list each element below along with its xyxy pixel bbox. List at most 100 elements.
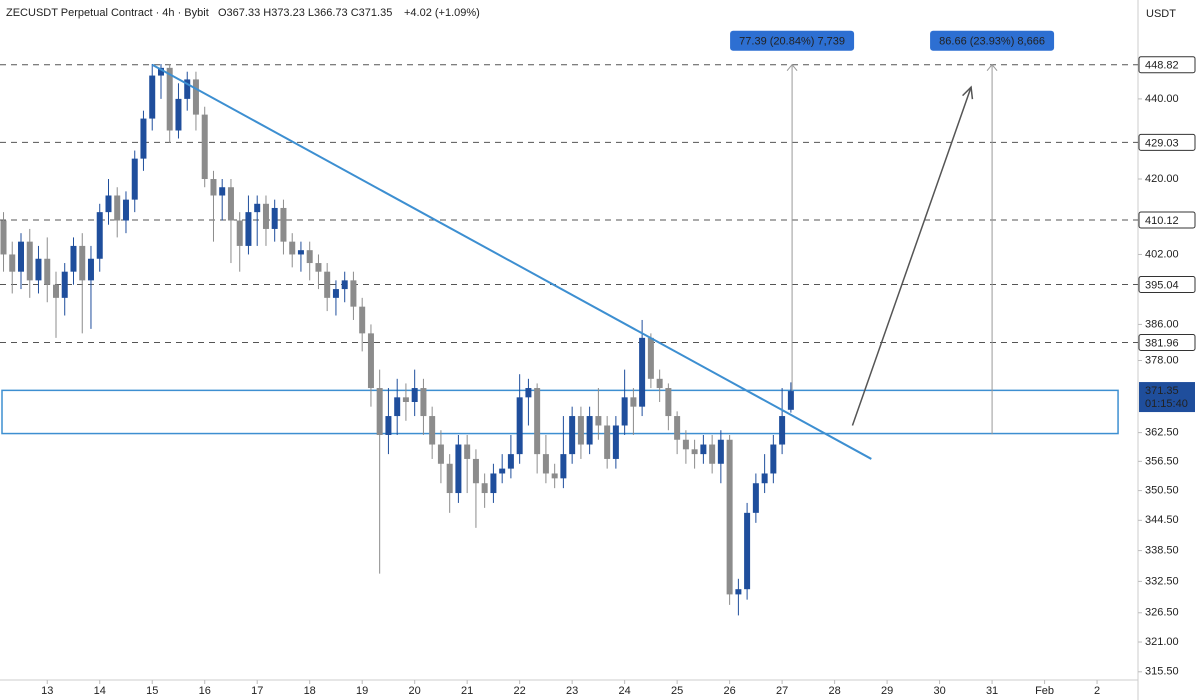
candle-body: [201, 114, 208, 180]
y-tick-label: 440.00: [1145, 93, 1179, 105]
candle-body: [166, 67, 173, 131]
candle-body: [647, 337, 654, 379]
candle-body: [122, 199, 129, 221]
candle-body: [551, 473, 558, 479]
candle-body: [534, 388, 541, 455]
measure-label-box: [730, 30, 855, 51]
level-label: 429.03: [1145, 137, 1179, 149]
y-tick-label: 321.00: [1145, 636, 1179, 648]
candle-body: [210, 179, 217, 196]
candle-body: [245, 212, 252, 246]
price-label-box: [1139, 382, 1195, 413]
candle-body: [262, 203, 269, 229]
x-tick-label: 14: [94, 685, 106, 697]
candle-body: [271, 207, 278, 229]
candle-body: [499, 468, 506, 474]
candle-body: [105, 195, 112, 213]
level-label: 395.04: [1145, 279, 1179, 291]
x-tick-label: 28: [828, 685, 840, 697]
arrow-head: [962, 85, 974, 100]
y-tick-label: 402.00: [1145, 248, 1179, 260]
x-tick-label: 20: [409, 685, 421, 697]
candle-body: [402, 397, 409, 402]
candle-body: [709, 444, 716, 464]
candle-body: [717, 439, 724, 464]
x-tick-label: 27: [776, 685, 788, 697]
candle-body: [385, 416, 392, 435]
candle-body: [586, 416, 593, 445]
axis-unit: USDT: [1146, 8, 1176, 20]
candle-body: [26, 241, 33, 281]
candle-body: [726, 439, 733, 595]
candle-body: [411, 388, 418, 402]
candle-body: [420, 388, 427, 417]
candle-body: [516, 397, 523, 455]
candle-body: [481, 483, 488, 494]
candle-body: [131, 158, 138, 200]
measure-head: [986, 63, 998, 72]
x-tick-label: 22: [514, 685, 526, 697]
x-tick-label: 17: [251, 685, 263, 697]
candle-body: [569, 416, 576, 455]
candle-body: [700, 444, 707, 455]
candle-body: [44, 258, 51, 285]
level-label-box: [1138, 56, 1196, 74]
candle-body: [674, 416, 681, 440]
x-tick-label: 31: [986, 685, 998, 697]
x-tick-label: 2: [1094, 685, 1100, 697]
candle-body: [149, 75, 156, 119]
candle-body: [87, 258, 94, 281]
candle-body: [315, 263, 322, 272]
countdown: 01:15:40: [1145, 398, 1188, 410]
level-label: 410.12: [1145, 215, 1179, 227]
candle-body: [114, 195, 121, 221]
y-tick-label: 350.50: [1145, 484, 1179, 496]
candle-body: [490, 473, 497, 494]
y-tick-label: 338.50: [1145, 544, 1179, 556]
candle-body: [735, 589, 742, 595]
candle-body: [376, 388, 383, 435]
candle-body: [236, 220, 243, 246]
candle-body: [464, 444, 471, 459]
candle-body: [744, 512, 751, 590]
candle-body: [350, 280, 357, 307]
candle-body: [192, 79, 199, 115]
level-label: 448.82: [1145, 60, 1179, 72]
candle-body: [630, 397, 637, 407]
candle-body: [219, 187, 226, 196]
candle-body: [280, 207, 287, 242]
x-tick-label: 26: [723, 685, 735, 697]
measure-label-box: [930, 30, 1055, 51]
candle-body: [621, 397, 628, 426]
candle-body: [61, 271, 68, 298]
x-tick-label: 21: [461, 685, 473, 697]
y-tick-label: 378.00: [1145, 354, 1179, 366]
symbol: ZECUSDT Perpetual Contract · 4h · Bybit: [6, 7, 209, 19]
candle-body: [639, 337, 646, 407]
candle-body: [665, 388, 672, 417]
y-tick-label: 420.00: [1145, 173, 1179, 185]
x-tick-label: 29: [881, 685, 893, 697]
level-label-box: [1138, 211, 1196, 229]
candle-body: [70, 245, 77, 272]
candle-body: [437, 444, 444, 464]
candle-body: [17, 241, 24, 272]
candle-body: [542, 454, 549, 474]
measure-head: [786, 63, 798, 72]
candle-body: [35, 258, 42, 281]
candle-body: [787, 391, 794, 410]
candle-body: [446, 463, 453, 494]
candle-body: [157, 67, 164, 76]
x-tick-label: 13: [41, 685, 53, 697]
candle-body: [761, 473, 768, 484]
y-tick-label: 344.50: [1145, 514, 1179, 526]
x-tick-label: 15: [146, 685, 158, 697]
candle-body: [656, 378, 663, 389]
x-tick-label: 25: [671, 685, 683, 697]
candle-body: [429, 416, 436, 445]
x-tick-label: 18: [304, 685, 316, 697]
x-tick-label: 19: [356, 685, 368, 697]
y-tick-label: 356.50: [1145, 455, 1179, 467]
candle-body: [752, 483, 759, 513]
candle-body: [394, 397, 401, 417]
